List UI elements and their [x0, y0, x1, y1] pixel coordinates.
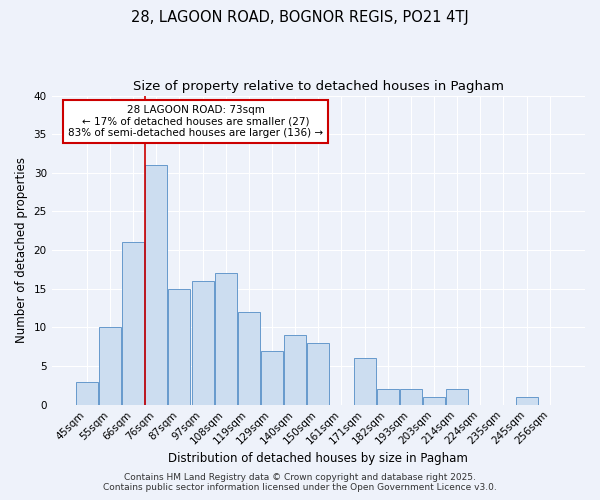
Bar — [169, 289, 190, 405]
Y-axis label: Number of detached properties: Number of detached properties — [15, 157, 28, 343]
Bar — [446, 390, 468, 404]
Title: Size of property relative to detached houses in Pagham: Size of property relative to detached ho… — [133, 80, 504, 93]
Bar — [423, 397, 445, 404]
Bar — [515, 397, 538, 404]
Bar — [377, 390, 399, 404]
Bar — [99, 328, 121, 404]
Bar — [76, 382, 98, 404]
Bar — [400, 390, 422, 404]
Bar — [145, 165, 167, 404]
Bar — [307, 343, 329, 404]
X-axis label: Distribution of detached houses by size in Pagham: Distribution of detached houses by size … — [169, 452, 468, 465]
Bar — [284, 335, 306, 404]
Bar — [122, 242, 144, 404]
Text: Contains HM Land Registry data © Crown copyright and database right 2025.
Contai: Contains HM Land Registry data © Crown c… — [103, 473, 497, 492]
Bar — [353, 358, 376, 405]
Bar — [238, 312, 260, 404]
Bar — [191, 281, 214, 404]
Text: 28, LAGOON ROAD, BOGNOR REGIS, PO21 4TJ: 28, LAGOON ROAD, BOGNOR REGIS, PO21 4TJ — [131, 10, 469, 25]
Bar — [261, 350, 283, 405]
Text: 28 LAGOON ROAD: 73sqm
← 17% of detached houses are smaller (27)
83% of semi-deta: 28 LAGOON ROAD: 73sqm ← 17% of detached … — [68, 105, 323, 138]
Bar — [215, 274, 237, 404]
